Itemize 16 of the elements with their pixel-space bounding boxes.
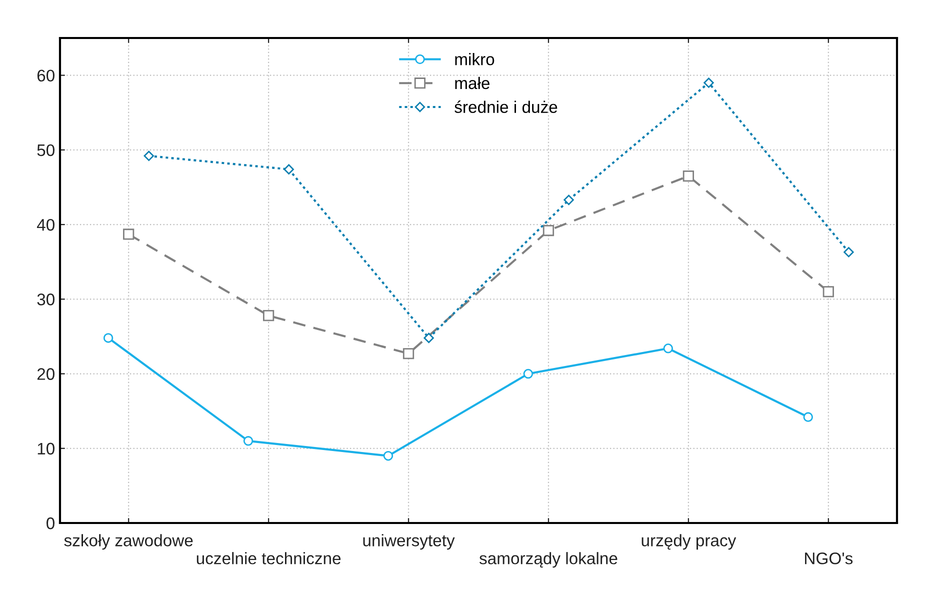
y-tick-label: 40	[36, 218, 54, 231]
y-tick-label: 60	[37, 70, 54, 82]
x-tick-label: uniwersytety	[363, 534, 455, 550]
x-tick-label: samorządy lokalne	[479, 552, 618, 568]
y-tick-label: 20	[37, 368, 54, 380]
y-tick-label: 50	[37, 144, 54, 156]
x-tick-label: urzędy pracy	[642, 534, 736, 550]
legend-label: średnie i duże	[454, 100, 558, 113]
y-tick-label: 0	[46, 517, 54, 530]
legend-label: małe	[455, 76, 490, 90]
x-tick-label: NGO's	[805, 552, 853, 564]
x-tick-label: uczelnie techniczne	[196, 552, 341, 564]
x-tick-label: szkoły zawodowe	[64, 534, 193, 550]
y-tick-label: 30	[37, 294, 54, 306]
y-tick-label: 10	[38, 442, 54, 455]
legend-label: mikro	[455, 53, 494, 66]
